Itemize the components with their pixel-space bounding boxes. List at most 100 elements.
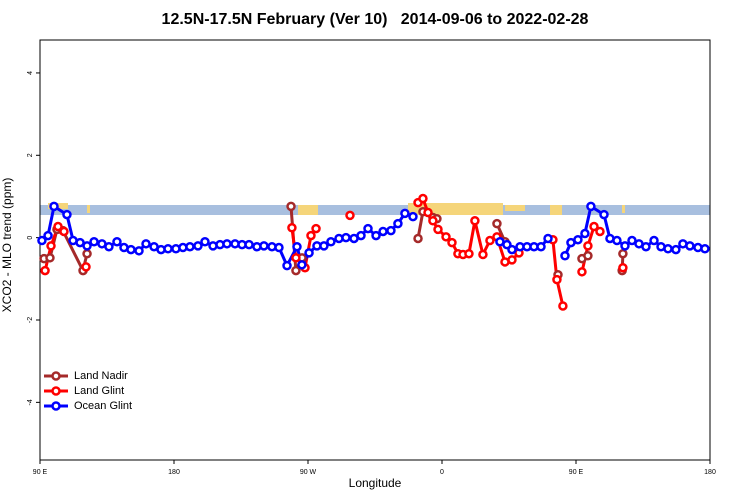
land-patch bbox=[298, 205, 318, 215]
data-point bbox=[46, 241, 56, 251]
data-point bbox=[244, 239, 254, 250]
y-tick-label: 0 bbox=[27, 236, 34, 240]
legend-marker bbox=[51, 401, 61, 411]
data-point bbox=[291, 265, 301, 276]
data-point bbox=[45, 253, 55, 263]
data-point bbox=[49, 201, 59, 212]
data-point bbox=[418, 193, 428, 204]
data-point bbox=[81, 262, 91, 272]
data-point bbox=[386, 225, 396, 236]
y-tick-label: -4 bbox=[27, 399, 34, 405]
data-point bbox=[82, 248, 92, 259]
data-point bbox=[478, 249, 488, 260]
data-point bbox=[341, 232, 351, 243]
x-tick-label: 180 bbox=[168, 469, 180, 476]
data-point bbox=[577, 267, 587, 277]
legend-marker bbox=[51, 371, 61, 381]
data-point bbox=[583, 241, 593, 251]
data-point bbox=[282, 260, 292, 271]
data-point bbox=[259, 241, 269, 251]
legend-label: Land Glint bbox=[74, 385, 124, 397]
data-point bbox=[618, 262, 628, 273]
x-tick-label: 180 bbox=[704, 469, 716, 476]
y-axis-title: XCO2 - MLO trend (ppm) bbox=[0, 178, 14, 313]
data-point bbox=[428, 216, 438, 226]
data-point bbox=[363, 223, 373, 234]
data-point bbox=[663, 244, 673, 254]
data-point bbox=[40, 265, 50, 276]
legend-marker bbox=[51, 386, 61, 396]
data-point bbox=[641, 241, 651, 252]
data-point bbox=[543, 233, 553, 244]
data-point bbox=[620, 241, 630, 251]
data-point bbox=[507, 244, 517, 255]
data-point bbox=[612, 235, 622, 246]
data-point bbox=[345, 210, 355, 221]
data-point bbox=[485, 235, 495, 246]
data-point bbox=[580, 228, 590, 239]
data-point bbox=[599, 209, 609, 220]
data-point bbox=[560, 251, 570, 261]
data-point bbox=[286, 201, 296, 212]
data-point bbox=[311, 223, 321, 234]
data-point bbox=[378, 226, 388, 237]
data-point bbox=[447, 237, 457, 248]
data-point bbox=[413, 233, 423, 244]
ocean-strip bbox=[40, 205, 710, 215]
data-point bbox=[536, 241, 546, 252]
data-point bbox=[62, 209, 72, 220]
data-point bbox=[423, 207, 433, 218]
data-point bbox=[134, 246, 144, 256]
y-tick-label: 4 bbox=[27, 71, 34, 75]
data-point bbox=[112, 237, 122, 247]
data-point bbox=[82, 241, 92, 251]
data-point bbox=[586, 201, 596, 212]
plot-frame bbox=[39, 39, 711, 461]
data-point bbox=[671, 244, 681, 255]
data-point bbox=[393, 218, 403, 229]
data-point bbox=[59, 226, 69, 237]
data-point bbox=[163, 244, 173, 254]
legend-label: Land Nadir bbox=[74, 370, 128, 382]
y-tick-label: 2 bbox=[27, 153, 34, 157]
data-point bbox=[319, 241, 329, 251]
data-point bbox=[618, 248, 628, 259]
data-point bbox=[470, 216, 480, 226]
data-point bbox=[552, 274, 562, 285]
legend-label: Ocean Glint bbox=[74, 400, 132, 412]
data-point bbox=[274, 242, 284, 253]
data-point bbox=[649, 235, 659, 246]
data-point bbox=[185, 241, 195, 252]
land-patch bbox=[505, 205, 525, 211]
data-point bbox=[287, 223, 297, 233]
chart-title: 12.5N-17.5N February (Ver 10) 2014-09-06… bbox=[162, 11, 589, 28]
data-point bbox=[492, 218, 502, 229]
data-point bbox=[583, 251, 593, 261]
data-point bbox=[685, 241, 695, 251]
data-point bbox=[292, 241, 302, 252]
data-point bbox=[441, 232, 451, 242]
data-point bbox=[193, 241, 203, 251]
data-point bbox=[200, 237, 210, 247]
data-point bbox=[627, 235, 637, 246]
data-point bbox=[356, 230, 366, 241]
land-patch bbox=[622, 205, 625, 213]
x-axis-title: Longitude bbox=[349, 476, 402, 490]
land-patch bbox=[87, 205, 90, 213]
data-point bbox=[53, 221, 63, 232]
data-point bbox=[306, 230, 316, 241]
data-point bbox=[400, 208, 410, 219]
data-point bbox=[297, 260, 307, 270]
data-point bbox=[573, 234, 583, 245]
legend: Land Nadir Land Glint Ocean Glint bbox=[44, 370, 132, 412]
data-point bbox=[89, 237, 99, 247]
data-point bbox=[589, 221, 599, 232]
data-point bbox=[326, 237, 336, 247]
data-point bbox=[126, 244, 136, 255]
y-tick-label: -2 bbox=[27, 317, 34, 323]
data-point bbox=[304, 248, 314, 258]
data-point bbox=[700, 244, 710, 254]
data-point bbox=[75, 237, 85, 248]
